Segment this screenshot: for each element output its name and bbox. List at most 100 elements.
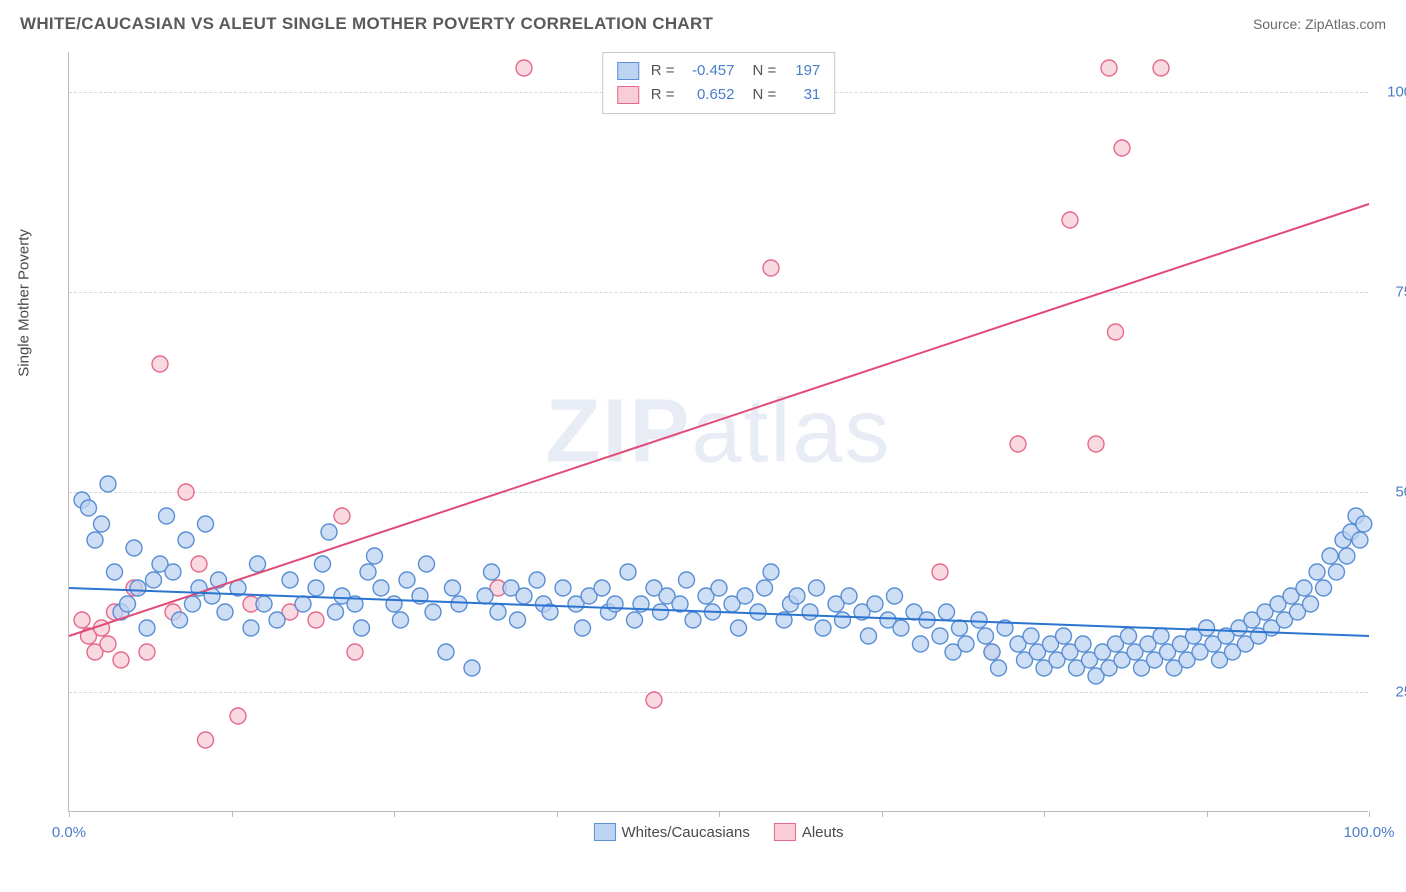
scatter-point-whites [1352,532,1368,548]
scatter-point-whites [627,612,643,628]
legend-row-aleuts: R =0.652N =31 [617,83,821,107]
scatter-point-whites [620,564,636,580]
scatter-point-whites [243,620,259,636]
scatter-point-whites [321,524,337,540]
scatter-point-whites [913,636,929,652]
scatter-point-whites [315,556,331,572]
scatter-point-whites [386,596,402,612]
scatter-point-whites [789,588,805,604]
x-tick-label: 0.0% [52,824,86,841]
scatter-point-whites [750,604,766,620]
scatter-point-whites [802,604,818,620]
scatter-point-whites [1056,628,1072,644]
scatter-point-whites [185,596,201,612]
n-value: 31 [784,83,820,107]
scatter-point-whites [510,612,526,628]
scatter-point-whites [419,556,435,572]
scatter-point-whites [100,476,116,492]
scatter-point-whites [575,620,591,636]
scatter-point-whites [757,580,773,596]
scatter-point-whites [464,660,480,676]
r-label: R = [651,59,675,83]
scatter-point-whites [425,604,441,620]
scatter-point-whites [146,572,162,588]
scatter-point-whites [1316,580,1332,596]
scatter-point-aleuts [1062,212,1078,228]
scatter-point-whites [198,516,214,532]
legend-swatch [617,62,639,80]
bottom-legend-item-whites: Whites/Caucasians [593,823,749,841]
legend-swatch [593,823,615,841]
scatter-point-whites [360,564,376,580]
scatter-point-aleuts [763,260,779,276]
scatter-point-aleuts [646,692,662,708]
source-label: Source: [1253,16,1301,32]
scatter-point-aleuts [1088,436,1104,452]
scatter-point-aleuts [1101,60,1117,76]
x-tick [69,811,70,817]
scatter-point-whites [1309,564,1325,580]
scatter-point-whites [835,612,851,628]
scatter-point-whites [282,572,298,588]
scatter-point-whites [490,604,506,620]
scatter-point-whites [399,572,415,588]
scatter-point-whites [679,572,695,588]
scatter-point-whites [607,596,623,612]
scatter-point-whites [295,596,311,612]
scatter-point-whites [484,564,500,580]
x-tick [232,811,233,817]
scatter-point-whites [529,572,545,588]
scatter-point-aleuts [113,652,129,668]
x-tick [1207,811,1208,817]
scatter-point-whites [516,588,532,604]
scatter-point-whites [130,580,146,596]
legend-label: Whites/Caucasians [621,824,749,841]
scatter-point-whites [1023,628,1039,644]
scatter-point-whites [1329,564,1345,580]
trendline-aleuts [69,204,1369,636]
scatter-point-aleuts [1108,324,1124,340]
scatter-point-whites [172,612,188,628]
scatter-point-aleuts [1153,60,1169,76]
scatter-point-whites [477,588,493,604]
r-value: -0.457 [683,59,735,83]
scatter-point-whites [932,628,948,644]
scatter-point-aleuts [152,356,168,372]
x-tick [719,811,720,817]
scatter-point-whites [1153,628,1169,644]
n-value: 197 [784,59,820,83]
scatter-point-aleuts [74,612,90,628]
chart-title: WHITE/CAUCASIAN VS ALEUT SINGLE MOTHER P… [20,14,713,34]
scatter-point-whites [685,612,701,628]
scatter-point-whites [861,628,877,644]
scatter-point-whites [555,580,571,596]
scatter-point-whites [217,604,233,620]
scatter-point-aleuts [334,508,350,524]
legend-label: Aleuts [802,824,844,841]
scatter-point-whites [893,620,909,636]
correlation-legend: R =-0.457N =197R =0.652N =31 [602,52,836,114]
scatter-point-whites [126,540,142,556]
scatter-point-whites [1296,580,1312,596]
scatter-point-whites [952,620,968,636]
scatter-point-whites [867,596,883,612]
scatter-point-whites [120,596,136,612]
scatter-point-whites [958,636,974,652]
scatter-point-aleuts [932,564,948,580]
scatter-point-whites [1356,516,1372,532]
scatter-point-whites [139,620,155,636]
x-tick [882,811,883,817]
scatter-point-whites [1322,548,1338,564]
scatter-point-whites [887,588,903,604]
x-tick [1369,811,1370,817]
n-label: N = [753,83,777,107]
legend-swatch [774,823,796,841]
chart-header: WHITE/CAUCASIAN VS ALEUT SINGLE MOTHER P… [0,0,1406,44]
scatter-point-aleuts [191,556,207,572]
scatter-point-whites [438,644,454,660]
scatter-point-whites [451,596,467,612]
y-tick-label: 100.0% [1378,84,1406,101]
series-legend: Whites/Caucasians Aleuts [593,823,843,841]
scatter-point-whites [809,580,825,596]
scatter-point-whites [978,628,994,644]
